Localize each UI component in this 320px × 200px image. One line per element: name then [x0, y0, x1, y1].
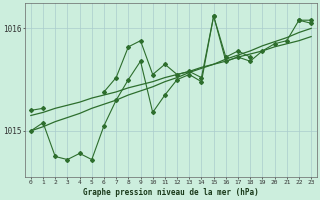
X-axis label: Graphe pression niveau de la mer (hPa): Graphe pression niveau de la mer (hPa)	[83, 188, 259, 197]
